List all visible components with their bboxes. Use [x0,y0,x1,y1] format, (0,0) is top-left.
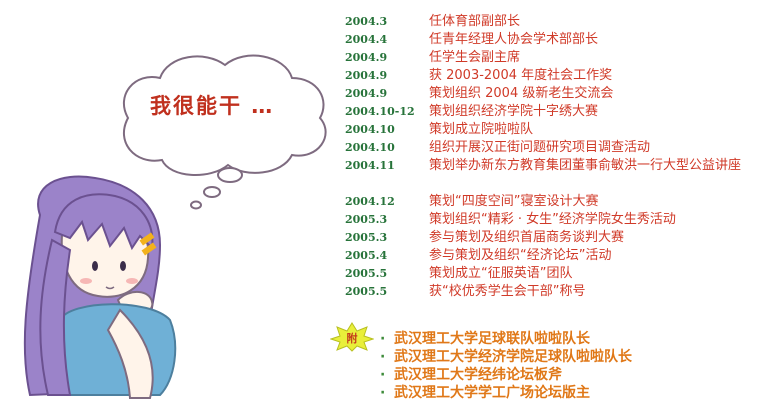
timeline-event: 任青年经理人协会学术部部长 [429,32,599,47]
timeline-row: 2004.9 获 2003-2004 年度社会工作奖 [345,67,755,85]
timeline-date: 2004.9 [345,51,388,64]
timeline-date: 2004.9 [345,69,388,82]
girl-character [23,175,177,399]
timeline-row: 2004.12 策划“四度空间”寝室设计大赛 [345,193,755,211]
timeline-event: 策划组织 2004 级新老生交流会 [429,86,614,101]
timeline-row: 2004.10 组织开展汉正街问题研究项目调查活动 [345,139,755,157]
timeline-date: 2004.10 [345,123,395,136]
bullet-icon: · [380,367,386,383]
timeline-event: 组织开展汉正街问题研究项目调查活动 [429,140,651,155]
timeline-event: 策划“四度空间”寝室设计大赛 [429,194,599,209]
timeline-row: 2004.3 任体育部副部长 [345,13,755,31]
appendix-item: · 武汉理工大学经济学院足球队啦啦队长 [380,348,632,366]
timeline-row: 2004.10 策划成立院啦啦队 [345,121,755,139]
timeline-row: 2005.3 参与策划及组织首届商务谈判大赛 [345,229,755,247]
timeline-row: 2005.5 获“校优秀学生会干部”称号 [345,283,755,301]
timeline-row: 2005.5 策划成立“征服英语”团队 [345,265,755,283]
appendix-list: · 武汉理工大学足球联队啦啦队长 · 武汉理工大学经济学院足球队啦啦队长 · 武汉理工… [380,330,632,402]
bullet-icon: · [380,349,386,365]
timeline-date: 2005.5 [345,267,388,280]
appendix-badge: 附 [330,322,374,352]
timeline-date: 2005.5 [345,285,388,298]
appendix-item-text: 武汉理工大学经济学院足球队啦啦队长 [394,349,632,365]
timeline-event: 任学生会副主席 [429,50,521,65]
timeline-date: 2004.9 [345,87,388,100]
timeline-event: 策划举办新东方教育集团董事俞敏洪一行大型公益讲座 [429,158,742,173]
timeline-date: 2004.12 [345,195,395,208]
timeline-date: 2005.3 [345,213,388,226]
thought-text: 我很能干 … [150,94,275,118]
timeline-date: 2004.3 [345,15,388,28]
timeline-row: 2004.9 任学生会副主席 [345,49,755,67]
timeline-date: 2004.10-12 [345,105,415,118]
appendix-item-text: 武汉理工大学学工广场论坛版主 [394,385,590,401]
timeline-row: 2005.4 参与策划及组织“经济论坛”活动 [345,247,755,265]
timeline-date: 2004.10 [345,141,395,154]
timeline-event: 获“校优秀学生会干部”称号 [429,284,586,299]
appendix-item: · 武汉理工大学经纬论坛板斧 [380,366,632,384]
timeline-list: 2004.3 任体育部副部长 2004.4 任青年经理人协会学术部部长 2004.9… [345,13,755,301]
timeline-event: 获 2003-2004 年度社会工作奖 [429,68,613,83]
timeline-event: 任体育部副部长 [429,14,521,29]
timeline-date: 2005.4 [345,249,388,262]
timeline-event: 策划成立院啦啦队 [429,122,534,137]
timeline-event: 策划成立“征服英语”团队 [429,266,573,281]
timeline-event: 参与策划及组织“经济论坛”活动 [429,248,612,263]
timeline-row: 2005.3 策划组织“精彩 · 女生”经济学院女生秀活动 [345,211,755,229]
appendix-item: · 武汉理工大学学工广场论坛版主 [380,384,632,402]
timeline-date: 2004.4 [345,33,388,46]
timeline-row: 2004.11 策划举办新东方教育集团董事俞敏洪一行大型公益讲座 [345,157,755,193]
bullet-icon: · [380,385,386,401]
timeline-event: 策划组织“精彩 · 女生”经济学院女生秀活动 [429,212,676,227]
timeline-row: 2004.10-12 策划组织经济学院十字绣大赛 [345,103,755,121]
timeline-event: 策划组织经济学院十字绣大赛 [429,104,599,119]
appendix-item-text: 武汉理工大学足球联队啦啦队长 [394,331,590,347]
timeline-date: 2005.3 [345,231,388,244]
bullet-icon: · [380,331,386,347]
appendix-badge-label: 附 [347,331,358,345]
appendix-item: · 武汉理工大学足球联队啦啦队长 [380,330,632,348]
timeline-event: 参与策划及组织首届商务谈判大赛 [429,230,625,245]
timeline-row: 2004.4 任青年经理人协会学术部部长 [345,31,755,49]
timeline-row: 2004.9 策划组织 2004 级新老生交流会 [345,85,755,103]
thought-bubble [122,54,327,210]
timeline-date: 2004.11 [345,159,395,172]
appendix-item-text: 武汉理工大学经纬论坛板斧 [394,367,562,383]
